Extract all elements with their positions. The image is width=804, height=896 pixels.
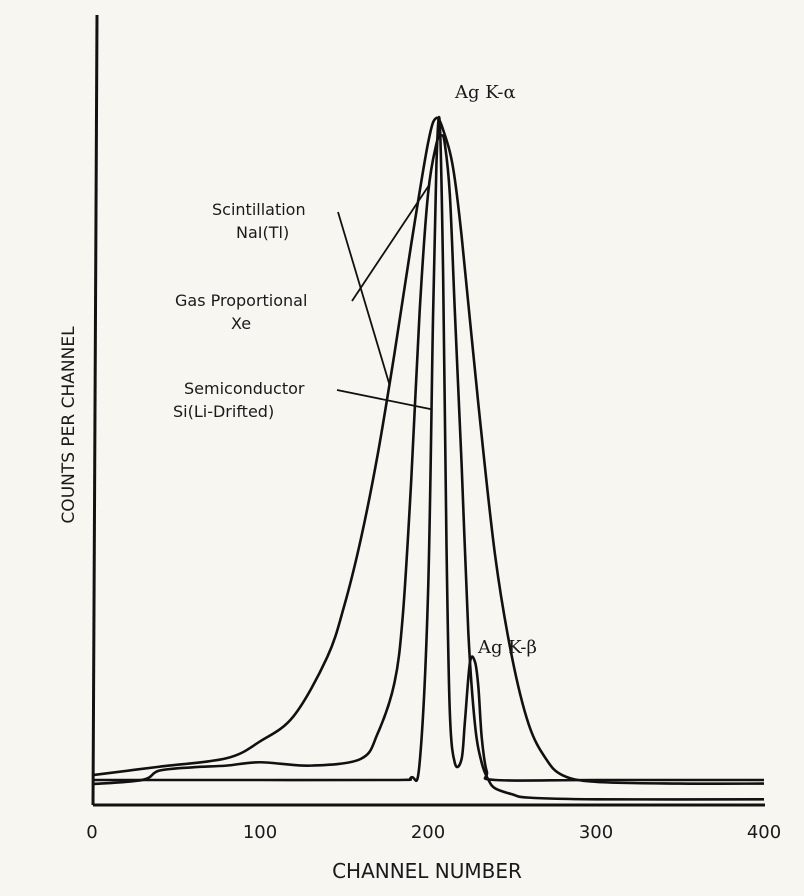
x-tick-label-400: 400: [747, 822, 781, 843]
x-tick-label-200: 200: [411, 822, 445, 843]
leader-gas: [351, 183, 431, 302]
leader-semiconductor: [336, 389, 432, 411]
series-line-2: [91, 134, 765, 801]
series-label-scintillation-line2: NaI(Tl): [236, 223, 289, 242]
leader-lines: [336, 183, 432, 411]
series-label-gas-line1: Gas Proportional: [175, 291, 307, 310]
y-axis-label: COUNTS PER CHANNEL: [59, 326, 79, 524]
annotation-ag-k-beta: Ag K-β: [477, 637, 537, 658]
series-label-semiconductor-line1: Semiconductor: [184, 379, 305, 398]
series-line-3: [92, 115, 764, 782]
axes: [91, 14, 765, 807]
leader-scintillation: [337, 211, 391, 385]
series-label-gas-line2: Xe: [231, 314, 251, 333]
x-axis-label: CHANNEL NUMBER: [332, 859, 522, 883]
x-tick-label-0: 0: [86, 822, 97, 843]
x-tick-label-100: 100: [243, 822, 277, 843]
series-label-semiconductor-line2: Si(Li-Drifted): [173, 402, 274, 421]
annotation-ag-k-alpha: Ag K-α: [454, 82, 516, 103]
series-line-1: [91, 116, 765, 786]
x-tick-labels: 0 100 200 300 400: [86, 822, 781, 843]
y-axis-line: [91, 14, 99, 806]
series-label-scintillation-line1: Scintillation: [212, 200, 306, 219]
x-tick-label-300: 300: [579, 822, 613, 843]
series-layer: [91, 115, 765, 801]
